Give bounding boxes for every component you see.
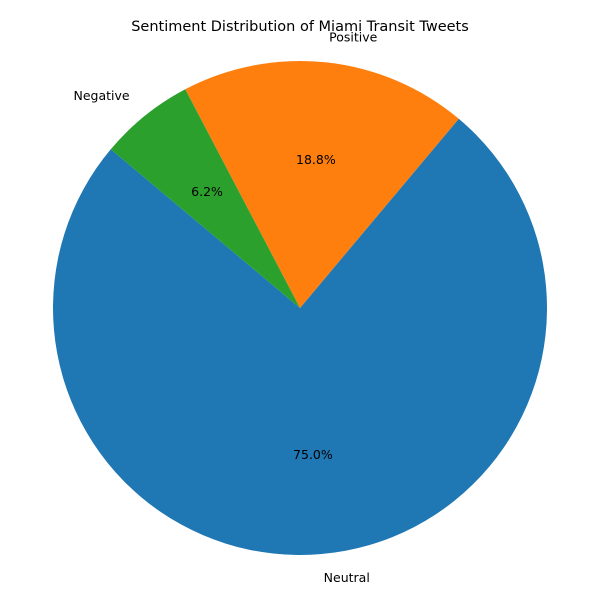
pie-slice-positive [185,60,459,309]
pie-slice-negative [110,89,301,309]
slice-label-positive: Positive [329,29,377,44]
slice-pct-positive: 18.8% [296,152,336,167]
pie-slice-neutral [53,118,547,556]
chart-title: Sentiment Distribution of Miami Transit … [131,19,469,35]
slice-label-neutral: Neutral [324,570,370,585]
pie-slices [53,60,547,556]
slice-pct-neutral: 75.0% [293,447,333,462]
slice-pct-negative: 6.2% [191,184,223,199]
slice-label-negative: Negative [73,88,129,103]
pie-labels: Neutral 75.0% Positive 18.8% Negative 6.2% [73,29,377,585]
